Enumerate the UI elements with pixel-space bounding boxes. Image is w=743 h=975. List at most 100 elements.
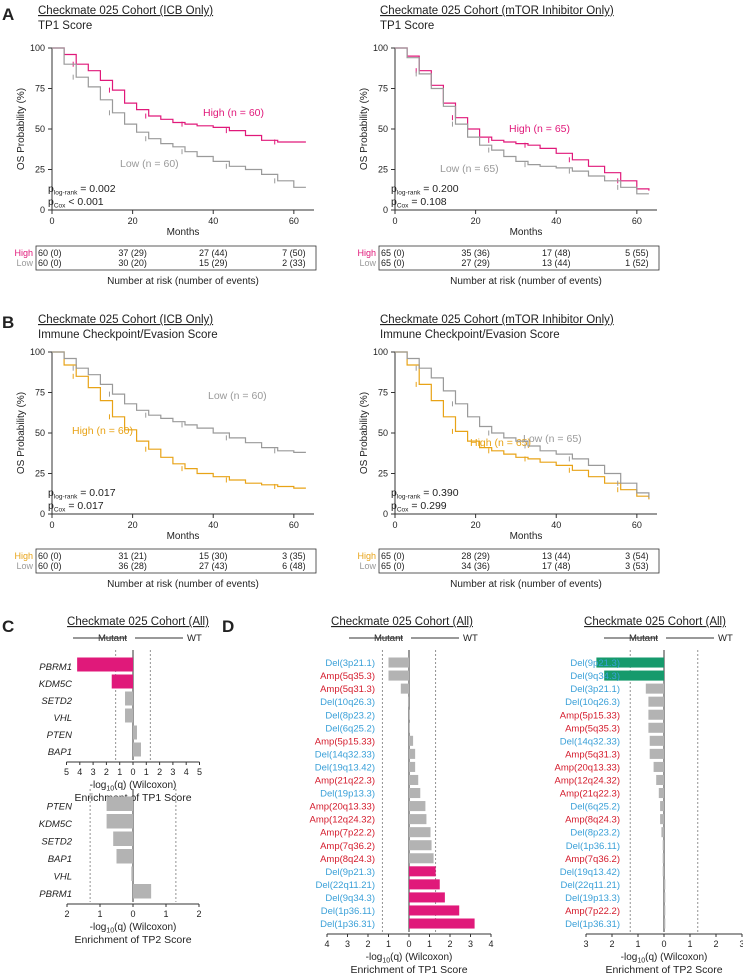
d-middle-bar (409, 866, 436, 877)
b-left-x-tick-label: 60 (289, 520, 299, 530)
d-middle-category-label: Amp(20q13.33) (310, 802, 375, 813)
b-left-x-tick-label: 40 (208, 520, 218, 530)
b-right-curve-high (395, 351, 650, 500)
a-right-x-tick-label: 60 (632, 216, 642, 226)
a-right-curve-high (395, 47, 650, 191)
d-right-category-label: Amp(5q31.3) (565, 749, 620, 760)
d-middle-bar (409, 735, 414, 746)
a-left-y-label: OS Probability (%) (16, 88, 27, 170)
b-right-y-tick-label: 100 (373, 347, 388, 357)
b-left-y-tick-label: 75 (35, 388, 45, 398)
c-top-category-label: SETD2 (41, 696, 72, 707)
d-right-category-label: Del(19q13.42) (560, 867, 620, 878)
d-middle-x-tick-label: 4 (324, 939, 329, 949)
d-right-x-tick-label: 1 (635, 939, 640, 949)
a-left-label-low: Low (n = 60) (120, 158, 179, 170)
d-right-bar (648, 722, 664, 733)
c-top-x-label: -log10(q) (Wilcoxon) (90, 780, 177, 793)
d-middle-x-tick-label: 2 (447, 939, 452, 949)
a-left-risk-value: 2 (33) (282, 258, 306, 268)
a-left-pvalue-logrank: plog-rank = 0.002 (48, 183, 116, 197)
a-left-y-tick-label: 0 (40, 205, 45, 215)
d-middle-bar (409, 801, 426, 812)
a-left-x-label: Months (167, 227, 200, 238)
b-left-y-tick-label: 100 (30, 347, 45, 357)
a-right-risk-table-frame (378, 245, 660, 271)
d-middle-x-label: -log10(q) (Wilcoxon) (366, 952, 453, 965)
c-bottom-bar (133, 884, 152, 899)
b-right-risk-value: 3 (53) (625, 561, 649, 571)
a-left-y-tick-label: 25 (35, 165, 45, 175)
a-right-risk-value: 65 (0) (381, 258, 405, 268)
b-right-risk-value: 34 (36) (461, 561, 490, 571)
b-right-risk-caption: Number at risk (number of events) (450, 579, 602, 590)
c-bottom-category-label: PBRM1 (39, 889, 72, 900)
d-right-category-label: Del(9q34.3) (570, 671, 620, 682)
c-top-x-tick-label: 0 (130, 767, 135, 777)
d-right-bar (660, 814, 664, 825)
c-top-x-tick-label: 4 (77, 767, 82, 777)
b-left-curve-high (52, 351, 306, 489)
c-top-bar (111, 674, 133, 689)
b-left-pvalue-cox: pCox = 0.017 (48, 500, 104, 514)
c-bottom-x-tick-label: 0 (130, 909, 135, 919)
a-left-y-tick-label: 100 (30, 43, 45, 53)
b-left-title: Checkmate 025 Cohort (ICB Only) (38, 314, 213, 326)
a-left-x-tick-label: 20 (128, 216, 138, 226)
b-right-title: Checkmate 025 Cohort (mTOR Inhibitor Onl… (380, 314, 614, 326)
panel-label-b: B (2, 313, 14, 332)
c-bottom-caption: Enrichment of TP2 Score (74, 934, 191, 946)
d-middle-bar (409, 879, 440, 890)
c-top-direction-wt: WT (187, 633, 202, 644)
b-right-risk-row-low: Low (359, 561, 376, 571)
a-right-y-tick-label: 75 (378, 84, 388, 94)
a-right-risk-value: 13 (44) (542, 258, 571, 268)
b-right-x-tick-label: 60 (632, 520, 642, 530)
c-top-bar (77, 657, 133, 672)
c-bottom-category-label: PTEN (47, 802, 72, 813)
d-right-bar (649, 735, 664, 746)
c-bottom-bar (116, 849, 133, 864)
b-left-y-tick-label: 25 (35, 469, 45, 479)
a-left-x-tick-label: 0 (49, 216, 54, 226)
b-right-risk-value: 13 (44) (542, 551, 571, 561)
d-middle-category-label: Amp(5q35.3) (320, 671, 375, 682)
b-right-risk-value: 65 (0) (381, 561, 405, 571)
b-left-risk-value: 3 (35) (282, 551, 306, 561)
c-top-x-tick-label: 2 (104, 767, 109, 777)
c-top-category-label: VHL (54, 713, 72, 724)
a-left-x-tick-label: 40 (208, 216, 218, 226)
d-right-bar (645, 683, 664, 694)
d-middle-category-label: Del(8p23.2) (325, 710, 375, 721)
c-bottom-category-label: KDM5C (39, 819, 72, 830)
d-right-category-label: Amp(5q35.3) (565, 723, 620, 734)
d-middle-category-label: Del(9p21.3) (325, 867, 375, 878)
a-left-title: Checkmate 025 Cohort (ICB Only) (38, 5, 213, 17)
b-left-risk-value: 31 (21) (118, 551, 147, 561)
d-right-bar (648, 696, 664, 707)
a-right-risk-value: 65 (0) (381, 248, 405, 258)
d-right-category-label: Amp(7p22.2) (565, 906, 620, 917)
c-top-bar (125, 691, 133, 706)
d-right-x-tick-label: 3 (583, 939, 588, 949)
d-middle-bar (400, 683, 409, 694)
d-middle-direction-wt: WT (463, 633, 478, 644)
a-left-risk-value: 30 (20) (118, 258, 147, 268)
d-middle-bar (409, 722, 410, 733)
b-left-risk-caption: Number at risk (number of events) (107, 579, 259, 590)
b-left-risk-row-high: High (14, 551, 33, 561)
c-bottom-category-label: SETD2 (41, 837, 72, 848)
d-middle-bar (409, 761, 416, 772)
d-middle-bar (409, 709, 410, 720)
d-middle-x-tick-label: 1 (386, 939, 391, 949)
d-middle-bar (407, 696, 409, 707)
d-middle-x-tick-label: 4 (488, 939, 493, 949)
d-right-bar (662, 866, 664, 877)
d-right-bar (664, 879, 666, 890)
b-left-curve-low (52, 351, 306, 453)
d-middle-x-tick-label: 1 (427, 939, 432, 949)
d-right-direction-wt: WT (718, 633, 733, 644)
b-left-risk-row-low: Low (16, 561, 33, 571)
d-right-category-label: Del(8p23.2) (570, 828, 620, 839)
